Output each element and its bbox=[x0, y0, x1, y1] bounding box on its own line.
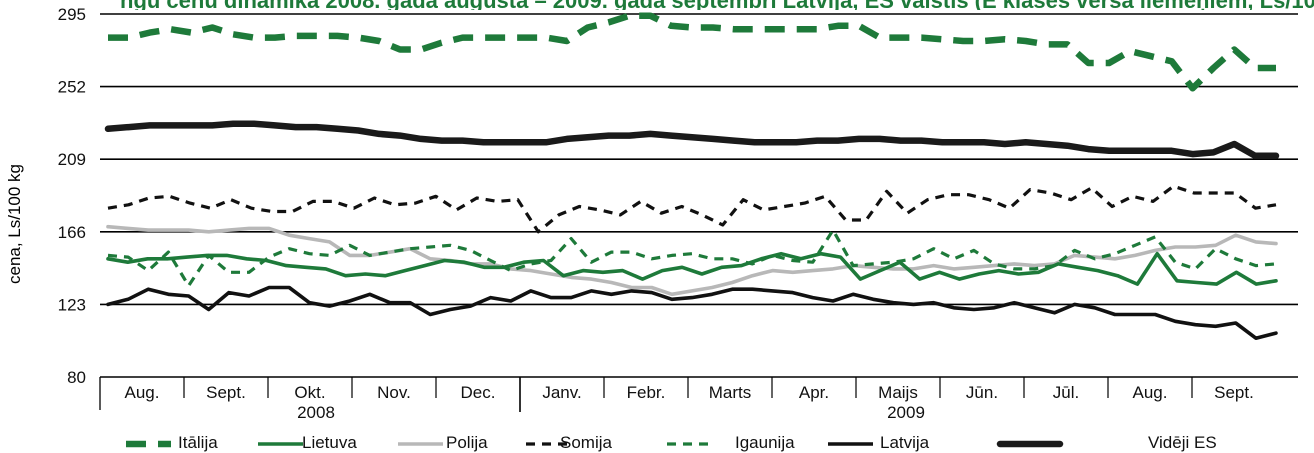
y-axis-ticks: 80 123 166 209 252 295 bbox=[58, 5, 86, 387]
x-tick-label: Aug. bbox=[125, 383, 160, 402]
legend-label: Igaunija bbox=[735, 433, 795, 452]
grid-lines bbox=[100, 13, 1298, 378]
x-tick-label: Jūn. bbox=[966, 383, 998, 402]
y-axis-label: cena, Ls/100 kg bbox=[5, 164, 24, 284]
x-tick-label: Jūl. bbox=[1053, 383, 1079, 402]
series-line-vid-ji-es bbox=[104, 120, 1280, 160]
x-tick-label: Aug. bbox=[1133, 383, 1168, 402]
x-tick-label: Okt. bbox=[294, 383, 325, 402]
legend-label: Somija bbox=[560, 433, 613, 452]
x-tick-label: Sept. bbox=[206, 383, 246, 402]
y-tick-label: 209 bbox=[58, 150, 86, 169]
chart-title: ngu cenu dinamika 2008. gada augustā – 2… bbox=[120, 0, 1314, 13]
y-tick-label: 295 bbox=[58, 5, 86, 24]
series-lines bbox=[104, 12, 1280, 340]
x-axis: Aug. Sept. Okt. Nov. Dec. Janv. Febr. Marts Apr.… bbox=[99, 377, 1254, 422]
legend-label: Itālija bbox=[178, 433, 218, 452]
x-tick-label: Dec. bbox=[461, 383, 496, 402]
year-label: 2009 bbox=[887, 403, 925, 422]
y-tick-label: 252 bbox=[58, 78, 86, 97]
series-line-it-lija bbox=[108, 12, 1276, 92]
legend-label: Polija bbox=[446, 433, 488, 452]
x-tick-label: Marts bbox=[709, 383, 752, 402]
x-tick-label: Maijs bbox=[878, 383, 918, 402]
x-tick-label: Apr. bbox=[799, 383, 829, 402]
series-line-latvija bbox=[106, 285, 1278, 340]
x-tick-label: Nov. bbox=[377, 383, 411, 402]
y-tick-label: 123 bbox=[58, 295, 86, 314]
y-tick-label: 80 bbox=[67, 368, 86, 387]
legend: Itālija Lietuva Polija Somija Igaunija Latvij… bbox=[126, 433, 1217, 452]
x-tick-label: Janv. bbox=[542, 383, 581, 402]
series-line-polija bbox=[106, 224, 1278, 297]
x-tick-label: Sept. bbox=[1214, 383, 1254, 402]
legend-label: Latvija bbox=[880, 433, 930, 452]
legend-label: Vidēji ES bbox=[1148, 433, 1217, 452]
x-tick-label: Febr. bbox=[627, 383, 666, 402]
legend-label: Lietuva bbox=[302, 433, 357, 452]
series-line-somija bbox=[107, 184, 1277, 234]
series-line-lietuva bbox=[106, 251, 1278, 286]
y-tick-label: 166 bbox=[58, 223, 86, 242]
year-label: 2008 bbox=[297, 403, 335, 422]
